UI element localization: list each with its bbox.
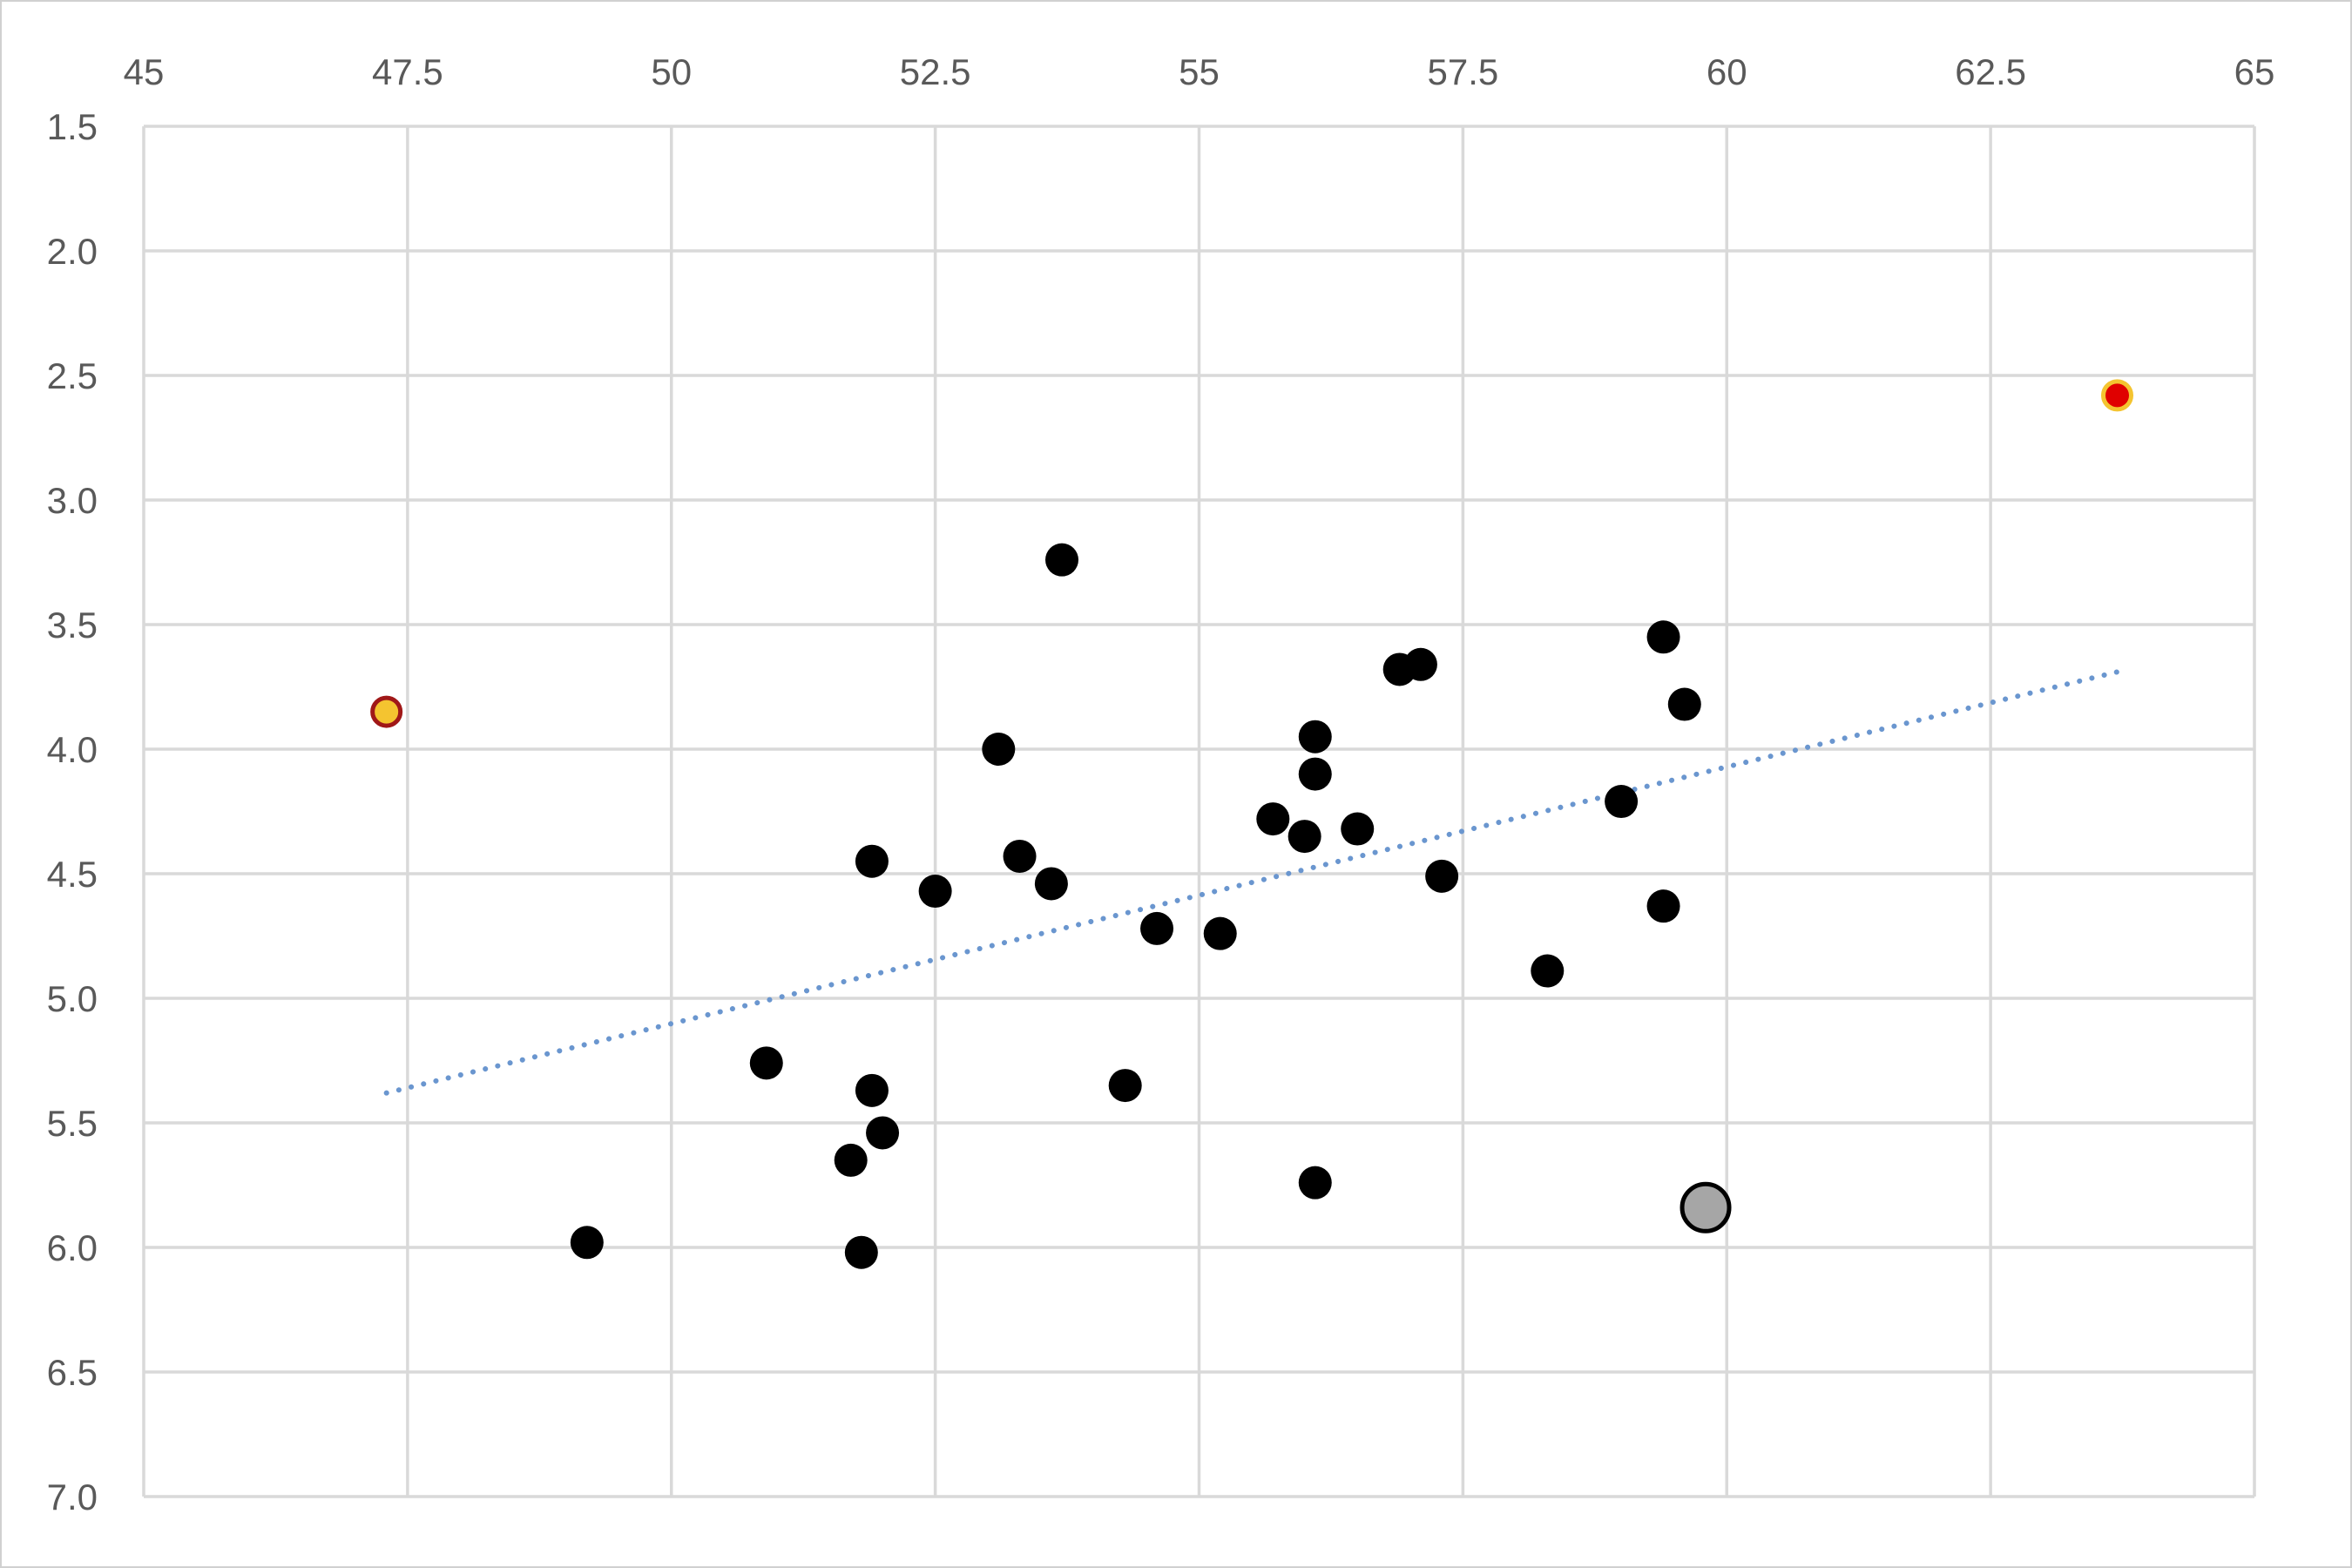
- x-tick-label: 50: [651, 51, 692, 92]
- data-point: [2101, 379, 2134, 412]
- data-point: [982, 733, 1016, 766]
- data-point: [918, 875, 952, 909]
- data-point: [370, 695, 403, 728]
- data-point: [855, 1073, 889, 1107]
- x-tick-label: 55: [1179, 51, 1220, 92]
- y-tick-label: 6.0: [47, 1227, 98, 1268]
- data-point: [844, 1235, 878, 1269]
- data-point: [1034, 867, 1068, 901]
- x-tick-label: 65: [2234, 51, 2275, 92]
- y-tick-label: 6.5: [47, 1352, 98, 1393]
- data-point: [1108, 1069, 1142, 1103]
- data-point: [1298, 757, 1332, 791]
- data-point: [1288, 820, 1321, 854]
- data-point: [749, 1046, 783, 1080]
- data-point: [1646, 889, 1680, 923]
- data-point: [570, 1226, 604, 1260]
- y-axis-tick-labels: 1.5 2.0 2.5 3.0 3.5 4.0 4.5 5.0 5.5 6.0 6.5 7.0: [47, 106, 98, 1517]
- data-point: [1667, 687, 1701, 721]
- data-point: [1382, 652, 1416, 686]
- x-tick-label: 52.5: [900, 51, 971, 92]
- trendline: [383, 669, 2120, 1096]
- data-point: [1140, 911, 1174, 945]
- x-tick-label: 57.5: [1428, 51, 1499, 92]
- y-tick-label: 2.0: [47, 231, 98, 272]
- data-point: [1045, 543, 1079, 577]
- data-point: [855, 844, 889, 878]
- data-point: [1256, 802, 1290, 836]
- grid-layer: [142, 125, 2256, 1498]
- y-tick-label: 7.0: [47, 1477, 98, 1517]
- data-point: [1298, 1166, 1332, 1200]
- x-tick-label: 62.5: [1955, 51, 2026, 92]
- data-point: [834, 1143, 868, 1177]
- data-point: [866, 1116, 900, 1150]
- x-axis-tick-labels: 45 47.5 50 52.5 55 57.5 60 62.5 65: [124, 51, 2275, 92]
- data-point: [1646, 620, 1680, 654]
- data-points-layer: [370, 379, 2134, 1269]
- y-tick-label: 4.5: [47, 854, 98, 895]
- data-point: [1531, 954, 1565, 988]
- y-tick-label: 5.5: [47, 1103, 98, 1144]
- data-point: [1605, 785, 1639, 819]
- data-point: [1341, 812, 1375, 846]
- data-point: [1003, 839, 1037, 873]
- trendline-layer: [383, 669, 2120, 1096]
- y-tick-label: 3.0: [47, 480, 98, 521]
- data-point: [1680, 1181, 1732, 1233]
- data-point: [1298, 720, 1332, 754]
- x-tick-label: 60: [1707, 51, 1747, 92]
- y-tick-label: 2.5: [47, 355, 98, 396]
- y-tick-label: 4.0: [47, 729, 98, 770]
- y-tick-label: 1.5: [47, 106, 98, 147]
- x-tick-label: 47.5: [372, 51, 443, 92]
- y-tick-label: 5.0: [47, 978, 98, 1019]
- data-point: [1203, 916, 1237, 950]
- data-point: [1425, 859, 1459, 893]
- x-tick-label: 45: [124, 51, 165, 92]
- y-tick-label: 3.5: [47, 605, 98, 645]
